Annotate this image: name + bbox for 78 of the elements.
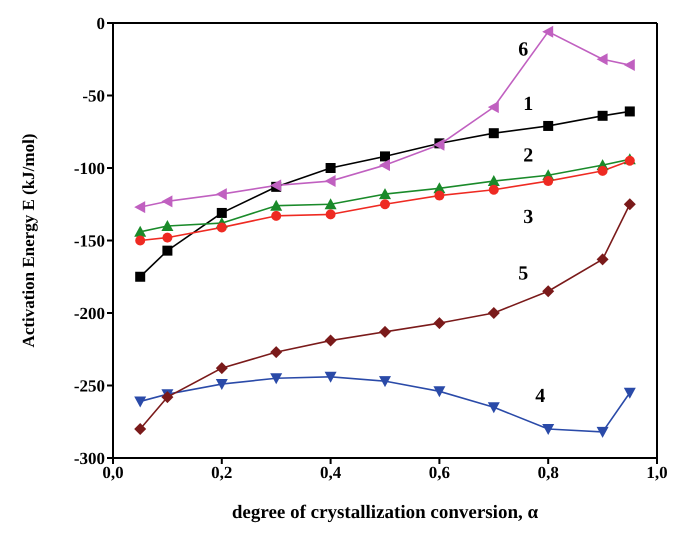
point (161, 220, 174, 231)
series-label: 3 (523, 206, 534, 228)
point (596, 253, 609, 266)
point (324, 198, 337, 210)
point (598, 110, 608, 121)
point (324, 372, 337, 383)
x-tick-label: 1,0 (646, 463, 668, 482)
point (488, 307, 500, 319)
point (216, 362, 228, 374)
y-axis-title: Activation Energy E (kJ/mol) (19, 134, 38, 348)
point (433, 317, 446, 330)
series-label: 6 (518, 38, 528, 61)
point (161, 391, 174, 404)
point (596, 426, 609, 438)
x-axis-title: degree of crystallization conversion, α (232, 502, 539, 523)
point (433, 386, 446, 398)
point (326, 209, 336, 220)
point (162, 232, 172, 243)
point (542, 26, 554, 38)
y-tick-label: -50 (82, 86, 105, 106)
point (488, 402, 500, 414)
point (135, 236, 146, 246)
y-tick-label: -200 (74, 304, 105, 324)
point (596, 53, 608, 66)
point (270, 373, 282, 384)
point (543, 120, 554, 131)
point (270, 200, 282, 211)
x-tick-label: 0,8 (538, 463, 559, 482)
point (434, 190, 444, 201)
x-tick-label: 0,0 (102, 463, 124, 482)
point (379, 376, 391, 388)
point (542, 285, 554, 298)
point (624, 198, 636, 210)
point (270, 179, 282, 192)
point (270, 346, 282, 358)
series-label: 4 (535, 385, 546, 407)
point (488, 175, 500, 186)
point (624, 59, 635, 72)
x-tick-label: 0,4 (320, 463, 342, 482)
point (543, 176, 554, 186)
point (624, 156, 635, 166)
point (488, 101, 499, 114)
point (379, 326, 391, 338)
point (488, 128, 499, 138)
series-label: 2 (523, 144, 534, 166)
point (324, 175, 336, 188)
series-label: 1 (523, 92, 534, 115)
point (216, 379, 228, 390)
y-tick-label: -300 (74, 449, 105, 468)
point (379, 188, 391, 200)
x-tick-label: 0,6 (428, 463, 450, 482)
point (134, 423, 146, 435)
y-tick-label: 0 (96, 14, 105, 34)
y-tick-label: -150 (74, 232, 105, 251)
point (380, 199, 390, 210)
point (135, 272, 146, 282)
point (624, 388, 636, 399)
point (326, 163, 336, 173)
point (624, 106, 635, 116)
point (271, 210, 282, 221)
point (598, 166, 608, 176)
point (162, 246, 172, 256)
point (216, 222, 227, 232)
series-label: 5 (518, 262, 528, 284)
x-tick-label: 0,2 (211, 463, 232, 482)
point (380, 151, 390, 162)
y-tick-label: -250 (74, 376, 105, 396)
point (379, 159, 390, 172)
point (433, 138, 444, 151)
point (488, 184, 499, 195)
point (216, 208, 227, 218)
point (134, 396, 146, 408)
point (134, 201, 146, 214)
point (324, 334, 337, 347)
y-tick-label: -100 (74, 159, 105, 178)
point (216, 188, 227, 200)
point (542, 424, 554, 435)
point (161, 195, 172, 208)
